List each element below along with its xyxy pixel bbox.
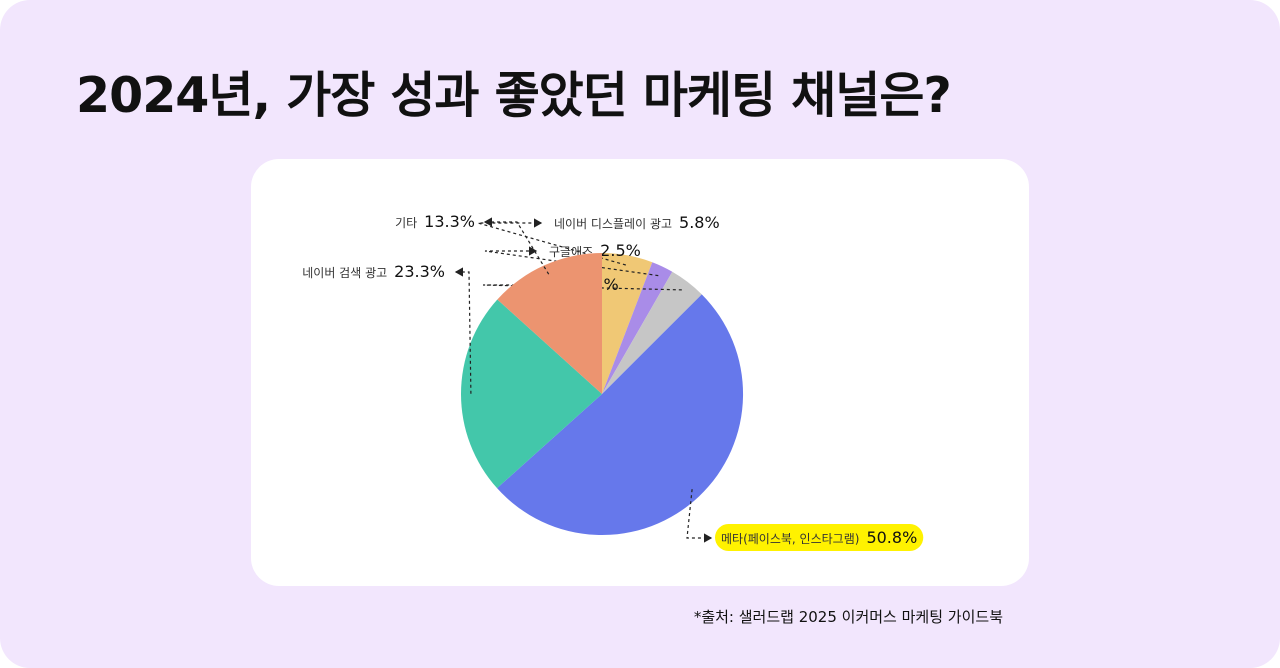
- slice-value: 5.8%: [679, 213, 720, 232]
- source-note: *출처: 샐러드랩 2025 이커머스 마케팅 가이드북: [693, 608, 1003, 626]
- slice-label-naver-search: 네이버 검색 광고 23.3%: [302, 262, 445, 281]
- slice-name: 네이버 디스플레이 광고: [554, 217, 672, 231]
- svg-text:메타(페이스북, 인스타그램)50.8%: 메타(페이스북, 인스타그램) 50.8%: [721, 528, 917, 547]
- pie-slice-google-ads: [602, 262, 673, 394]
- slice-label-meta: 메타(페이스북, 인스타그램) 50.8%: [715, 524, 924, 551]
- leader-line-google-ads: [484, 246, 659, 277]
- highlight-badge: [715, 524, 924, 551]
- svg-text:네이버 디스플레이 광고5.8%: 네이버 디스플레이 광고 5.8%: [554, 213, 720, 232]
- slice-name: 기타: [395, 216, 417, 230]
- slice-value: 23.3%: [394, 262, 445, 281]
- slice-value: 2.5%: [600, 241, 641, 260]
- pie-slice-etc: [497, 253, 602, 394]
- pie-slice-none: [602, 271, 702, 394]
- slice-name: 네이버 검색 광고: [302, 266, 387, 280]
- slice-value: 50.8%: [866, 528, 917, 547]
- leader-line-naver-search: [454, 267, 472, 394]
- slice-label-naver-display: 네이버 디스플레이 광고 5.8%: [554, 213, 720, 232]
- pie-slice-meta: [497, 294, 744, 536]
- slice-value: 13.3%: [424, 212, 475, 231]
- page-title: 2024년, 가장 성과 좋았던 마케팅 채널은?: [76, 67, 952, 124]
- leader-line-meta: [686, 489, 713, 543]
- slice-name: 메타(페이스북, 인스타그램): [721, 532, 859, 546]
- slice-label-etc: 기타 13.3%: [395, 212, 475, 231]
- leader-line-etc: [483, 217, 550, 275]
- pie-slice-naver-search: [461, 299, 602, 489]
